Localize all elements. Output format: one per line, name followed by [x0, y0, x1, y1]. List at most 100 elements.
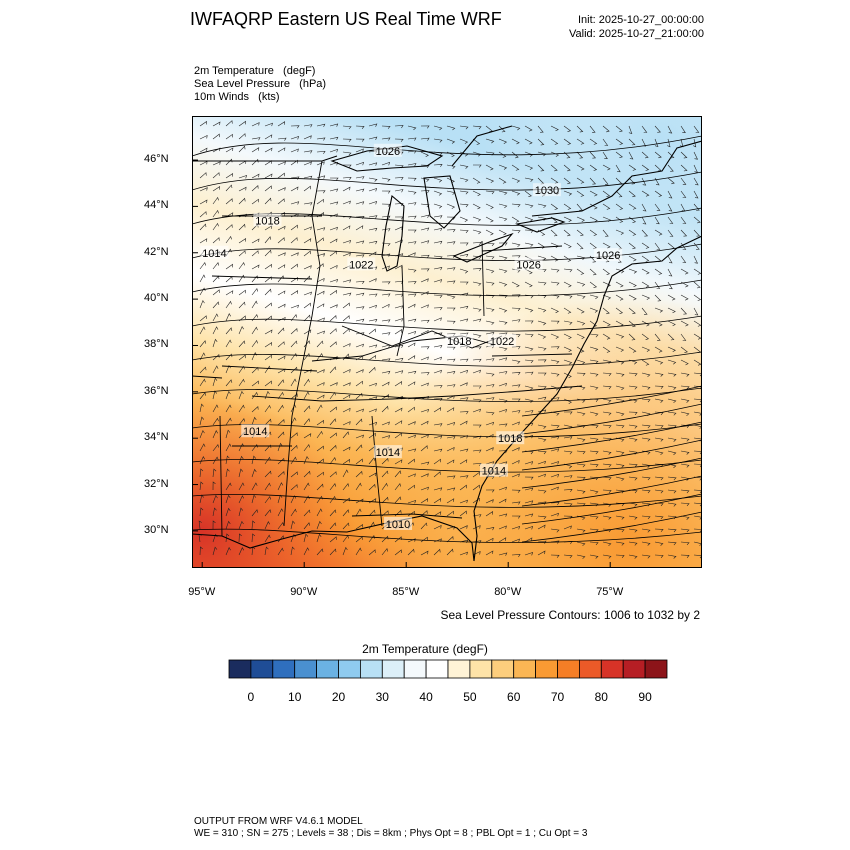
- state-line-ms-river: [283, 160, 323, 527]
- wind-barb: [563, 177, 571, 185]
- wind-barb: [264, 470, 272, 478]
- wind-barb: [459, 253, 469, 258]
- state-line-mo-ar: [221, 365, 318, 372]
- pressure-label: 1018: [447, 336, 471, 348]
- wind-barb: [693, 502, 702, 507]
- wind-barb: [524, 346, 534, 352]
- wind-barb: [368, 201, 378, 205]
- wind-barb: [238, 507, 244, 517]
- wind-barb: [329, 406, 337, 413]
- pressure-contours: [192, 135, 702, 543]
- wind-barb: [394, 407, 403, 413]
- wind-barb: [381, 510, 389, 517]
- wind-barb: [511, 372, 521, 376]
- pressure-label-bg: [347, 257, 376, 271]
- wind-barb: [368, 240, 378, 245]
- gulf-coast: [192, 515, 475, 562]
- wind-barb: [589, 307, 599, 313]
- wind-barb: [290, 546, 295, 556]
- wind-barb: [615, 125, 623, 133]
- wind-barb: [576, 125, 584, 133]
- wind-barb: [342, 458, 350, 465]
- wind-barb: [498, 151, 507, 158]
- wind-barb: [420, 445, 428, 452]
- wind-barb: [524, 307, 534, 313]
- wind-barb: [290, 456, 297, 465]
- wind-barb: [459, 420, 468, 426]
- wind-barb: [238, 365, 245, 374]
- wind-barb: [550, 554, 560, 558]
- wind-barb: [602, 359, 612, 364]
- wind-barb: [628, 281, 637, 288]
- wind-barb: [654, 151, 662, 159]
- wind-barb: [368, 366, 376, 374]
- wind-barb: [212, 520, 216, 530]
- colorbar-label: 20: [332, 690, 346, 704]
- wind-barb: [576, 190, 585, 197]
- wind-barb: [511, 319, 521, 323]
- colorbar-swatch: [381, 659, 405, 679]
- wind-barb: [368, 304, 377, 309]
- wind-barb: [498, 537, 507, 543]
- wind-barb: [238, 418, 245, 426]
- wind-barb: [251, 405, 259, 413]
- wind-barb: [524, 385, 534, 391]
- wind-barb: [615, 281, 624, 288]
- colorbar-swatch: [403, 659, 427, 679]
- wind-barb: [628, 476, 638, 481]
- wind-barb: [550, 528, 560, 533]
- wind-barb: [498, 281, 508, 287]
- wind-barb: [459, 448, 469, 453]
- wind-barb: [641, 268, 650, 275]
- wind-barb: [329, 444, 337, 452]
- wind-barb: [303, 418, 311, 426]
- wind-barb: [576, 229, 584, 237]
- wind-barb: [368, 328, 376, 335]
- wind-barb: [407, 484, 415, 491]
- wind-barb: [316, 330, 325, 335]
- wind-barb: [355, 470, 363, 478]
- state-line-ia-mo: [211, 275, 313, 280]
- pressure-label: 1014: [376, 447, 400, 459]
- wind-barb: [511, 538, 520, 543]
- wind-barb: [563, 125, 572, 132]
- wind-barb: [381, 161, 391, 166]
- wind-barb: [667, 268, 673, 277]
- wind-barb: [472, 484, 480, 491]
- wind-barb: [459, 216, 469, 222]
- wind-barb: [615, 476, 625, 482]
- wind-barb: [264, 404, 271, 413]
- wind-barb: [485, 203, 494, 210]
- wind-barb: [394, 496, 402, 504]
- wind-barb: [589, 333, 599, 338]
- wind-barb: [446, 446, 455, 452]
- wind-barb: [225, 379, 233, 387]
- wind-barb: [641, 489, 651, 494]
- wind-barb: [407, 500, 417, 504]
- wind-barb: [563, 216, 572, 222]
- wind-barb: [667, 502, 677, 507]
- wind-barb: [212, 222, 219, 231]
- wind-barb: [498, 423, 508, 427]
- wind-barb: [628, 398, 638, 404]
- wind-barb: [381, 435, 391, 439]
- wind-barb: [641, 372, 651, 378]
- wind-barb: [628, 463, 638, 468]
- wind-barb: [511, 421, 520, 426]
- wind-barb: [420, 268, 430, 272]
- wind-barb: [420, 382, 429, 387]
- wind-barb: [576, 450, 586, 455]
- wind-barb: [693, 554, 702, 559]
- pressure-label: 1026: [376, 146, 400, 158]
- wind-barb: [433, 190, 443, 196]
- wind-barb: [550, 346, 560, 350]
- wind-barb: [303, 509, 311, 517]
- pressure-label-bg: [200, 245, 229, 259]
- wind-barb: [212, 172, 220, 179]
- wind-barb: [563, 281, 572, 288]
- wind-barb: [355, 482, 362, 491]
- wind-barb: [641, 333, 650, 340]
- wind-barb: [446, 526, 456, 530]
- wind-barb: [251, 482, 258, 491]
- wind-barb: [264, 122, 273, 127]
